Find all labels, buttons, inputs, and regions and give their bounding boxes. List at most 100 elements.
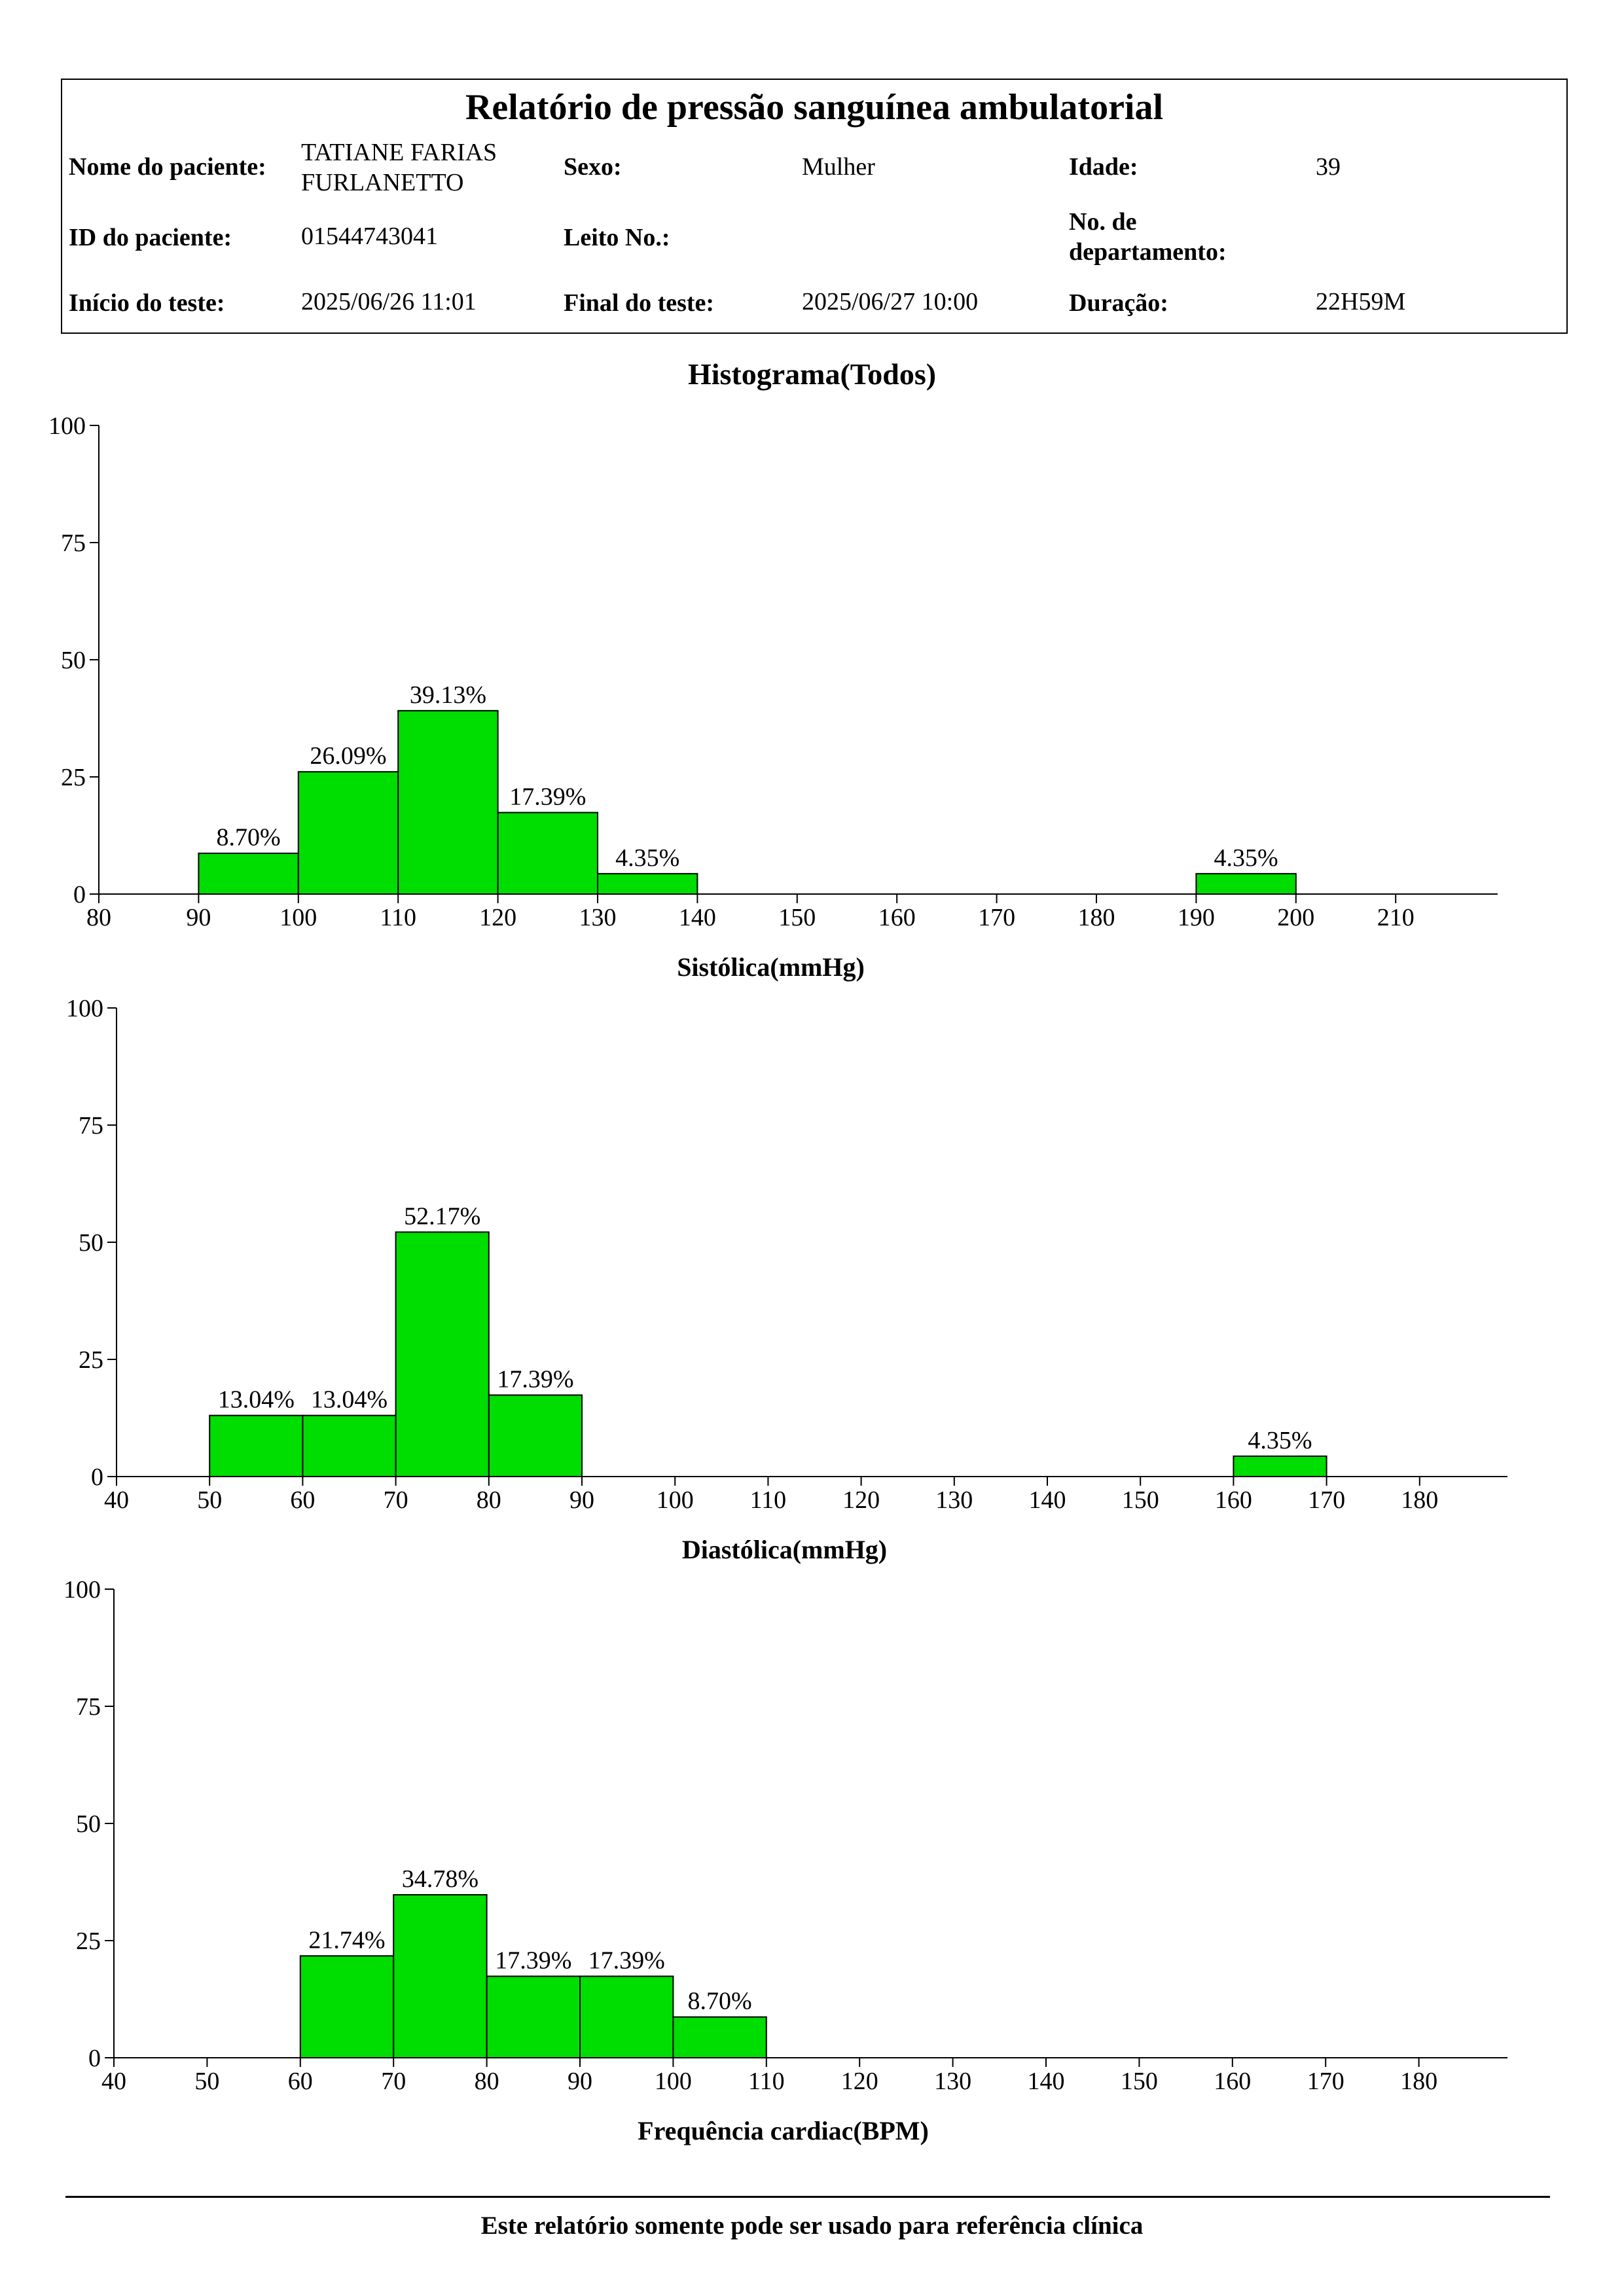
bar-value-label: 13.04% (218, 1386, 295, 1414)
footer-divider (65, 2196, 1550, 2198)
bar-value-label: 17.39% (588, 1946, 665, 1974)
histogram-bar (297, 771, 399, 895)
x-tick-label: 40 (101, 2068, 126, 2095)
x-tick-label: 150 (778, 904, 816, 931)
histogram-bar (1233, 1455, 1327, 1478)
y-tick-label: 75 (79, 1112, 103, 1139)
x-tick-label: 50 (194, 2068, 219, 2095)
x-tick-label: 130 (935, 1486, 973, 1514)
histogram-bar (597, 872, 698, 895)
x-axis-title: Frequência cardiac(BPM) (638, 2116, 929, 2145)
x-tick-label: 100 (655, 2068, 692, 2095)
bar-value-label: 4.35% (1214, 844, 1278, 872)
x-tick-label: 110 (380, 904, 416, 931)
x-tick-label: 140 (1029, 1486, 1066, 1514)
patient-name-label: Nome do paciente: (69, 153, 266, 181)
x-tick-label: 60 (290, 1486, 315, 1514)
patient-id-value: 01544743041 (301, 223, 438, 250)
x-tick-label: 150 (1122, 1486, 1159, 1514)
y-tick-label: 50 (61, 647, 86, 674)
y-tick-label: 0 (73, 881, 86, 908)
x-tick-label: 100 (280, 904, 317, 931)
age-label: Idade: (1069, 153, 1138, 181)
x-tick-label: 80 (86, 904, 111, 931)
patient-name-value: TATIANE FARIAS FURLANETTO (301, 139, 497, 196)
x-tick-label: 170 (978, 904, 1015, 931)
histogram-bar (579, 1975, 674, 2059)
bar-value-label: 17.39% (497, 1365, 573, 1393)
histogram-bar (497, 812, 598, 895)
y-tick-label: 25 (61, 764, 86, 791)
bar-value-label: 21.74% (308, 1926, 385, 1954)
sex-label: Sexo: (564, 153, 622, 181)
duration-label: Duração: (1069, 289, 1168, 317)
report-title: Relatório de pressão sanguínea ambulator… (465, 87, 1164, 128)
histogram-bar (397, 709, 499, 895)
histogram-bar (299, 1955, 395, 2059)
footer-disclaimer: Este relatório somente pode ser usado pa… (480, 2212, 1144, 2240)
x-tick-label: 180 (1078, 904, 1115, 931)
bar-value-label: 4.35% (615, 844, 679, 872)
bar-value-label: 26.09% (310, 742, 386, 770)
x-tick-label: 90 (186, 904, 211, 931)
histogram-section-title: Histograma(Todos) (687, 357, 937, 391)
x-tick-label: 80 (475, 2068, 499, 2095)
patient-info-box: Relatório de pressão sanguínea ambulator… (61, 79, 1568, 334)
histogram-bar (393, 1893, 488, 2058)
y-tick-label: 100 (66, 995, 103, 1022)
bar-value-label: 8.70% (217, 824, 281, 852)
x-tick-label: 100 (657, 1486, 694, 1514)
x-tick-label: 180 (1400, 2068, 1437, 2095)
x-tick-label: 50 (197, 1486, 222, 1514)
histogram-bar (1195, 872, 1297, 895)
duration-value: 22H59M (1316, 288, 1406, 315)
histogram-bar (198, 852, 299, 895)
test-end-value: 2025/06/27 10:00 (802, 288, 979, 315)
histogram-bar (209, 1414, 304, 1478)
x-axis-title: Sistólica(mmHg) (677, 952, 865, 982)
age-value: 39 (1316, 153, 1341, 181)
bar-value-label: 17.39% (509, 783, 586, 810)
x-tick-label: 130 (579, 904, 617, 931)
x-tick-label: 70 (384, 1486, 408, 1514)
x-tick-label: 80 (477, 1486, 501, 1514)
bar-value-label: 13.04% (311, 1386, 388, 1414)
y-tick-label: 75 (61, 529, 86, 557)
diastolic-histogram: 0 25 50 75 100 40 50 60 70 80 90 100 110 120 130 140 150… (66, 995, 1507, 1564)
y-tick-label: 25 (79, 1346, 103, 1374)
x-tick-label: 210 (1377, 904, 1415, 931)
y-tick-label: 100 (48, 412, 86, 440)
x-tick-label: 120 (841, 2068, 878, 2095)
y-tick-label: 100 (63, 1576, 101, 1604)
bed-label: Leito No.: (564, 224, 670, 251)
x-tick-label: 120 (479, 904, 516, 931)
x-tick-label: 150 (1121, 2068, 1158, 2095)
bar-value-label: 4.35% (1248, 1427, 1312, 1454)
x-tick-label: 40 (104, 1486, 129, 1514)
y-tick-label: 75 (76, 1693, 101, 1721)
x-tick-label: 110 (750, 1486, 787, 1514)
bar-value-label: 17.39% (495, 1946, 571, 1974)
x-tick-label: 200 (1277, 904, 1314, 931)
test-start-label: Início do teste: (69, 289, 225, 317)
x-tick-label: 190 (1178, 904, 1215, 931)
test-start-value: 2025/06/26 11:01 (301, 288, 477, 315)
bar-value-label: 52.17% (404, 1202, 480, 1230)
x-tick-label: 120 (842, 1486, 880, 1514)
systolic-histogram: 0 25 50 75 100 80 90 100 110 120 130 140 150 160 170 18… (48, 412, 1498, 982)
x-tick-label: 130 (934, 2068, 971, 2095)
x-tick-label: 60 (288, 2068, 313, 2095)
histogram-bar (486, 1975, 581, 2059)
test-end-label: Final do teste: (564, 289, 715, 317)
y-tick-label: 25 (76, 1928, 101, 1955)
x-tick-label: 110 (748, 2068, 785, 2095)
y-tick-label: 50 (76, 1810, 101, 1838)
x-axis-title: Diastólica(mmHg) (682, 1535, 887, 1564)
histogram-bar (395, 1231, 490, 1477)
x-tick-label: 160 (878, 904, 916, 931)
heart-rate-histogram: 0 25 50 75 100 40 50 60 70 80 90 100 110 120 130 140 150… (63, 1576, 1507, 2145)
department-label: No. de departamento: (1069, 208, 1227, 266)
x-tick-label: 160 (1215, 1486, 1252, 1514)
y-tick-label: 0 (91, 1463, 103, 1491)
patient-id-label: ID do paciente: (69, 224, 232, 251)
